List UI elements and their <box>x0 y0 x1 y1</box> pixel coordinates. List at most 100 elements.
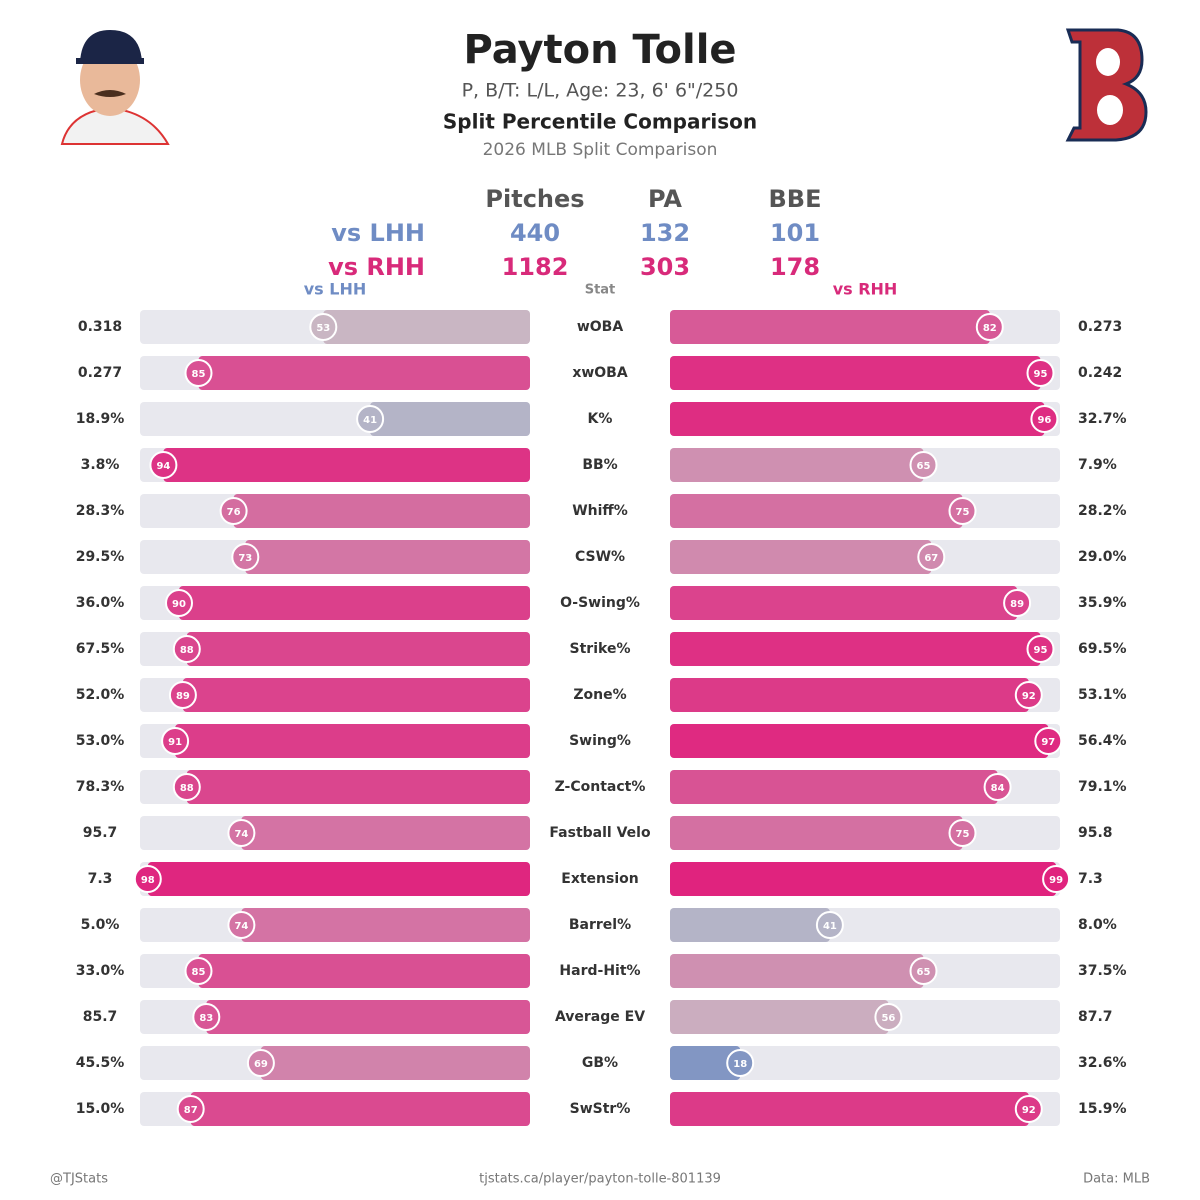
stat-value: 29.5% <box>76 549 125 565</box>
percentile-dot <box>948 819 977 847</box>
percentile-bar <box>670 494 963 528</box>
stat-value: 32.7% <box>1078 411 1127 427</box>
stat-value: 87.7 <box>1078 1009 1113 1025</box>
percentile-dot <box>227 819 256 847</box>
sample-count: 178 <box>770 253 820 281</box>
percentile-label: 95 <box>1034 645 1048 656</box>
percentile-bar <box>670 816 963 850</box>
stat-name: Whiff% <box>572 503 628 519</box>
percentile-dot <box>227 911 256 939</box>
percentile-bar <box>670 402 1045 436</box>
percentile-label: 99 <box>1049 875 1063 886</box>
percentile-label: 74 <box>234 921 248 932</box>
percentile-label: 85 <box>192 967 206 978</box>
percentile-label: 53 <box>316 323 330 334</box>
left-header: vs LHH <box>304 280 367 299</box>
stat-name: SwStr% <box>570 1101 631 1117</box>
stat-name: Barrel% <box>569 917 631 933</box>
percentile-dot <box>815 911 844 939</box>
percentile-dot <box>161 727 190 755</box>
percentile-label: 89 <box>176 691 190 702</box>
chart-title: Split Percentile Comparison <box>443 110 757 134</box>
stat-value: 28.2% <box>1078 503 1127 519</box>
percentile-bar <box>670 356 1041 390</box>
percentile-label: 73 <box>238 553 252 564</box>
percentile-label: 85 <box>192 369 206 380</box>
percentile-dot <box>909 451 938 479</box>
percentile-bar <box>670 448 924 482</box>
percentile-bar <box>670 1092 1029 1126</box>
stat-name: CSW% <box>575 549 625 565</box>
percentile-dot <box>231 543 260 571</box>
column-header: Pitches <box>485 185 584 213</box>
percentile-dot <box>172 773 201 801</box>
percentile-label: 98 <box>141 875 155 886</box>
player-photo <box>50 28 170 145</box>
percentile-bar <box>186 770 531 804</box>
percentile-label: 67 <box>924 553 938 564</box>
row-label: vs RHH <box>328 253 425 281</box>
percentile-bar <box>670 586 1018 620</box>
sample-count: 303 <box>640 253 690 281</box>
stat-value: 53.0% <box>76 733 125 749</box>
footer-right: Data: MLB <box>1083 1172 1150 1187</box>
stat-name: Fastball Velo <box>549 825 651 841</box>
stat-value: 28.3% <box>76 503 125 519</box>
percentile-label: 97 <box>1041 737 1055 748</box>
stat-value: 95.7 <box>83 825 118 841</box>
percentile-dot <box>948 497 977 525</box>
stat-value: 32.6% <box>1078 1055 1127 1071</box>
stat-name: wOBA <box>577 319 624 335</box>
percentile-dot <box>1003 589 1032 617</box>
percentile-bar <box>175 724 530 758</box>
percentile-label: 75 <box>956 829 970 840</box>
footer-left: @TJStats <box>50 1172 108 1187</box>
percentile-bar <box>670 310 990 344</box>
stat-value: 33.0% <box>76 963 125 979</box>
percentile-dot <box>909 957 938 985</box>
percentile-label: 74 <box>234 829 248 840</box>
percentile-dot <box>1014 681 1043 709</box>
percentile-label: 88 <box>180 645 194 656</box>
percentile-dot <box>917 543 946 571</box>
stat-value: 0.318 <box>78 319 122 335</box>
percentile-bar <box>245 540 531 574</box>
percentile-bar <box>670 908 830 942</box>
stat-name: Swing% <box>569 733 631 749</box>
sample-count: 101 <box>770 219 820 247</box>
stat-name: Strike% <box>570 641 631 657</box>
percentile-label: 88 <box>180 783 194 794</box>
percentile-dot <box>1026 359 1055 387</box>
column-header: BBE <box>769 185 822 213</box>
center-header: Stat <box>585 283 616 298</box>
footer-center: tjstats.ca/player/payton-tolle-801139 <box>479 1172 721 1187</box>
percentile-bar <box>241 816 530 850</box>
stat-value: 78.3% <box>76 779 125 795</box>
right-header: vs RHH <box>833 280 898 299</box>
percentile-label: 92 <box>1022 691 1036 702</box>
stat-value: 95.8 <box>1078 825 1113 841</box>
percentile-bar <box>670 1046 741 1080</box>
stat-name: Z-Contact% <box>555 779 646 795</box>
percentile-bar <box>241 908 530 942</box>
percentile-bar <box>670 540 932 574</box>
percentile-dot <box>1042 865 1071 893</box>
stat-name: Extension <box>561 871 638 887</box>
percentile-dot <box>133 865 162 893</box>
percentile-label: 82 <box>983 323 997 334</box>
percentile-dot <box>219 497 248 525</box>
percentile-label: 65 <box>917 461 931 472</box>
percentile-bar <box>198 954 530 988</box>
percentile-dot <box>975 313 1004 341</box>
stat-value: 45.5% <box>76 1055 125 1071</box>
stat-value: 52.0% <box>76 687 125 703</box>
percentile-bar <box>670 770 998 804</box>
percentile-bar <box>670 1000 889 1034</box>
stat-name: O-Swing% <box>560 595 640 611</box>
stat-value: 53.1% <box>1078 687 1127 703</box>
percentile-label: 56 <box>881 1013 895 1024</box>
percentile-label: 89 <box>1010 599 1024 610</box>
percentile-dot <box>983 773 1012 801</box>
stat-value: 8.0% <box>1078 917 1117 933</box>
player-bio: P, B/T: L/L, Age: 23, 6' 6"/250 <box>462 80 739 102</box>
